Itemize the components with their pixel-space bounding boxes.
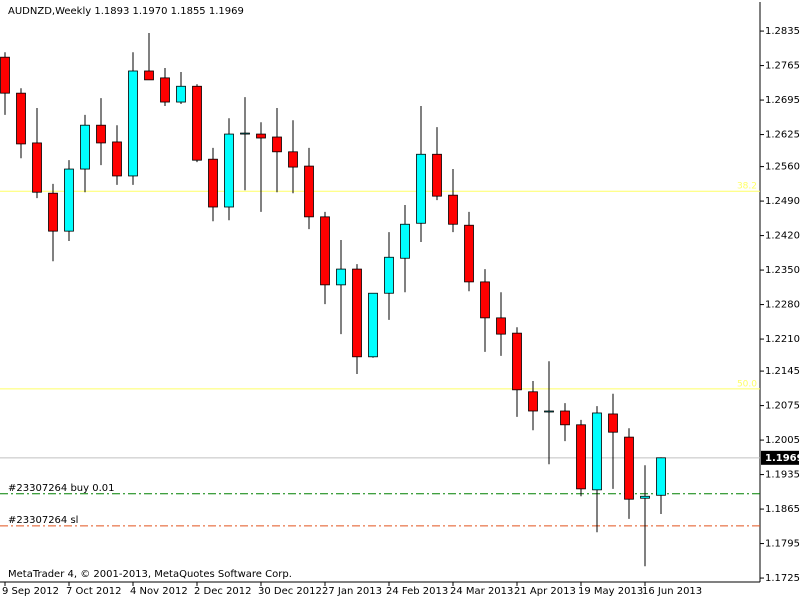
candle-body [16, 92, 26, 145]
y-tick-label: 1.1935 [765, 470, 800, 481]
candle-body [304, 165, 314, 218]
candle-body [96, 124, 106, 144]
candle-body [176, 85, 186, 103]
candle-body [400, 223, 410, 259]
x-tick-label: 9 Sep 2012 [2, 586, 59, 597]
candle-body [0, 56, 10, 94]
candle-body [416, 153, 426, 224]
candle-body [112, 141, 122, 177]
level-label: #23307264 buy 0.01 [8, 483, 115, 494]
candle-body [32, 142, 42, 193]
candle-body [528, 391, 538, 412]
y-tick-label: 1.2280 [765, 300, 800, 311]
candle-body [560, 410, 570, 426]
y-tick-label: 1.2075 [765, 401, 800, 412]
level-label: #23307264 sl [8, 515, 78, 526]
x-tick-label: 7 Oct 2012 [66, 586, 121, 597]
level-label: 38.2 [737, 182, 757, 192]
y-tick-label: 1.2210 [765, 334, 800, 345]
candle-body [256, 133, 266, 139]
y-tick-label: 1.2005 [765, 435, 800, 446]
candle-body [512, 332, 522, 391]
candle-body [64, 168, 74, 232]
y-tick-label: 1.2695 [765, 95, 800, 106]
x-tick-label: 30 Dec 2012 [258, 586, 322, 597]
candle-body [144, 70, 154, 81]
last-price-box [761, 450, 799, 465]
candle-body [624, 436, 634, 500]
candle-body [384, 256, 394, 294]
level-label: 50.0 [737, 379, 757, 389]
y-tick-label: 1.2350 [765, 265, 800, 276]
y-tick-label: 1.2765 [765, 61, 800, 72]
candle-body [480, 281, 490, 319]
candle-body [496, 317, 506, 335]
candle-body [336, 268, 346, 286]
x-tick-label: 21 Apr 2013 [514, 586, 576, 597]
x-tick-label: 27 Jan 2013 [322, 586, 382, 597]
candle-body [368, 292, 378, 358]
x-tick-label: 24 Mar 2013 [450, 586, 513, 597]
y-tick-label: 1.2145 [765, 366, 800, 377]
candle-body [352, 268, 362, 358]
candle-body [192, 85, 202, 161]
candle-body [80, 124, 90, 170]
y-tick-label: 1.2835 [765, 26, 800, 37]
x-tick-label: 16 Jun 2013 [642, 586, 702, 597]
y-tick-label: 1.2560 [765, 162, 800, 173]
candle-body [320, 216, 330, 286]
footer: MetaTrader 4, © 2001-2013, MetaQuotes So… [8, 569, 292, 580]
candle-body [464, 224, 474, 283]
candle-body [576, 424, 586, 490]
y-tick-label: 1.1865 [765, 504, 800, 515]
candle-body [432, 153, 442, 197]
x-tick-label: 2 Dec 2012 [194, 586, 252, 597]
y-tick-label: 1.1725 [765, 573, 800, 584]
candle-body [272, 136, 282, 153]
candle-body [48, 192, 58, 232]
y-tick-label: 1.1795 [765, 539, 800, 550]
candle-body [288, 151, 298, 168]
candle-body [640, 495, 650, 499]
candle-body [128, 70, 138, 177]
y-tick-label: 1.2625 [765, 130, 800, 141]
candle-body [160, 77, 170, 103]
candle-body [240, 132, 250, 135]
x-tick-label: 24 Feb 2013 [386, 586, 448, 597]
last-price-label: 1.1969 [765, 453, 800, 464]
candle-body [208, 158, 218, 208]
candle-body [224, 133, 234, 208]
candle-body [608, 413, 618, 433]
candle-body [448, 194, 458, 225]
candle-body [656, 457, 666, 496]
chart-title: AUDNZD,Weekly 1.1893 1.1970 1.1855 1.196… [8, 6, 244, 17]
x-tick-label: 19 May 2013 [578, 586, 643, 597]
x-tick-label: 4 Nov 2012 [130, 586, 188, 597]
y-tick-label: 1.2490 [765, 196, 800, 207]
candle-body [592, 412, 602, 491]
candle-body [544, 410, 554, 413]
y-tick-label: 1.2420 [765, 231, 800, 242]
